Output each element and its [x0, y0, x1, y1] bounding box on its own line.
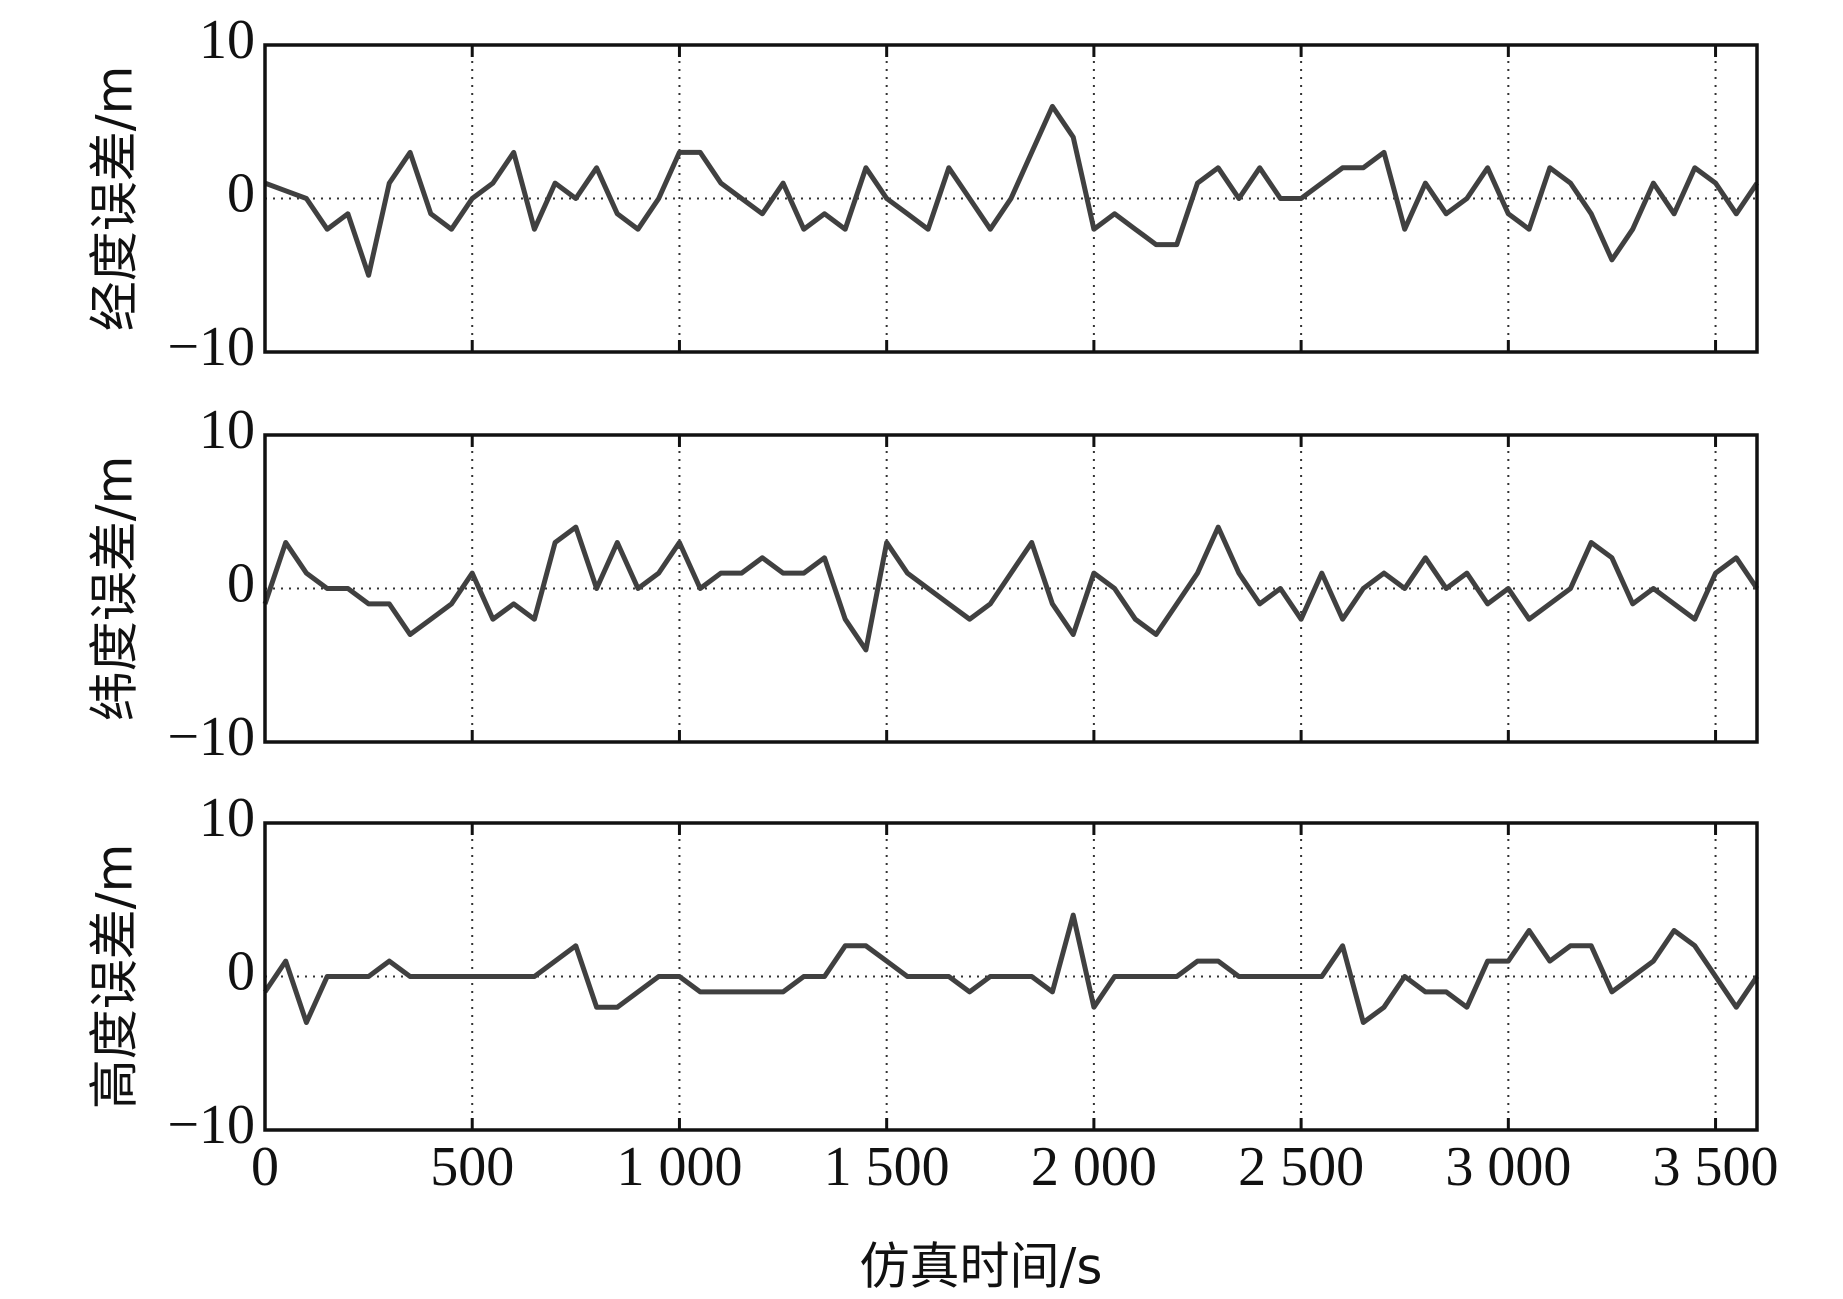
y-tick-label: 10: [199, 9, 255, 71]
y-axis-label: 纬度误差/m: [86, 456, 144, 722]
data-line: [262, 912, 1760, 1025]
x-tick-label: 2 500: [1238, 1136, 1364, 1198]
y-tick-label: 0: [227, 940, 255, 1002]
x-tick-label: 1 000: [616, 1136, 742, 1198]
data-line: [262, 524, 1760, 653]
y-axis-label: 高度误差/m: [86, 844, 144, 1110]
y-tick-label: 10: [199, 787, 255, 849]
x-tick-label: 2 000: [1031, 1136, 1157, 1198]
y-tick-label: −10: [167, 706, 255, 768]
y-tick-label: −10: [167, 1094, 255, 1156]
y-tick-label: 10: [199, 399, 255, 461]
y-tick-label: 0: [227, 552, 255, 614]
x-tick-label: 500: [430, 1136, 514, 1198]
data-line: [264, 103, 1760, 278]
plot-frame: [263, 821, 1759, 1132]
x-tick-label: 3 500: [1653, 1136, 1779, 1198]
x-axis-label: 仿真时间/s: [860, 1238, 1103, 1296]
x-tick-label: 0: [251, 1136, 279, 1198]
y-tick-label: 0: [227, 162, 255, 224]
y-tick-label: −10: [167, 316, 255, 378]
y-axis-label: 经度误差/m: [86, 66, 144, 332]
x-tick-label: 1 500: [824, 1136, 950, 1198]
x-tick-label: 3 000: [1445, 1136, 1571, 1198]
plot-frame: [263, 433, 1759, 744]
plot-frame: [263, 43, 1759, 354]
